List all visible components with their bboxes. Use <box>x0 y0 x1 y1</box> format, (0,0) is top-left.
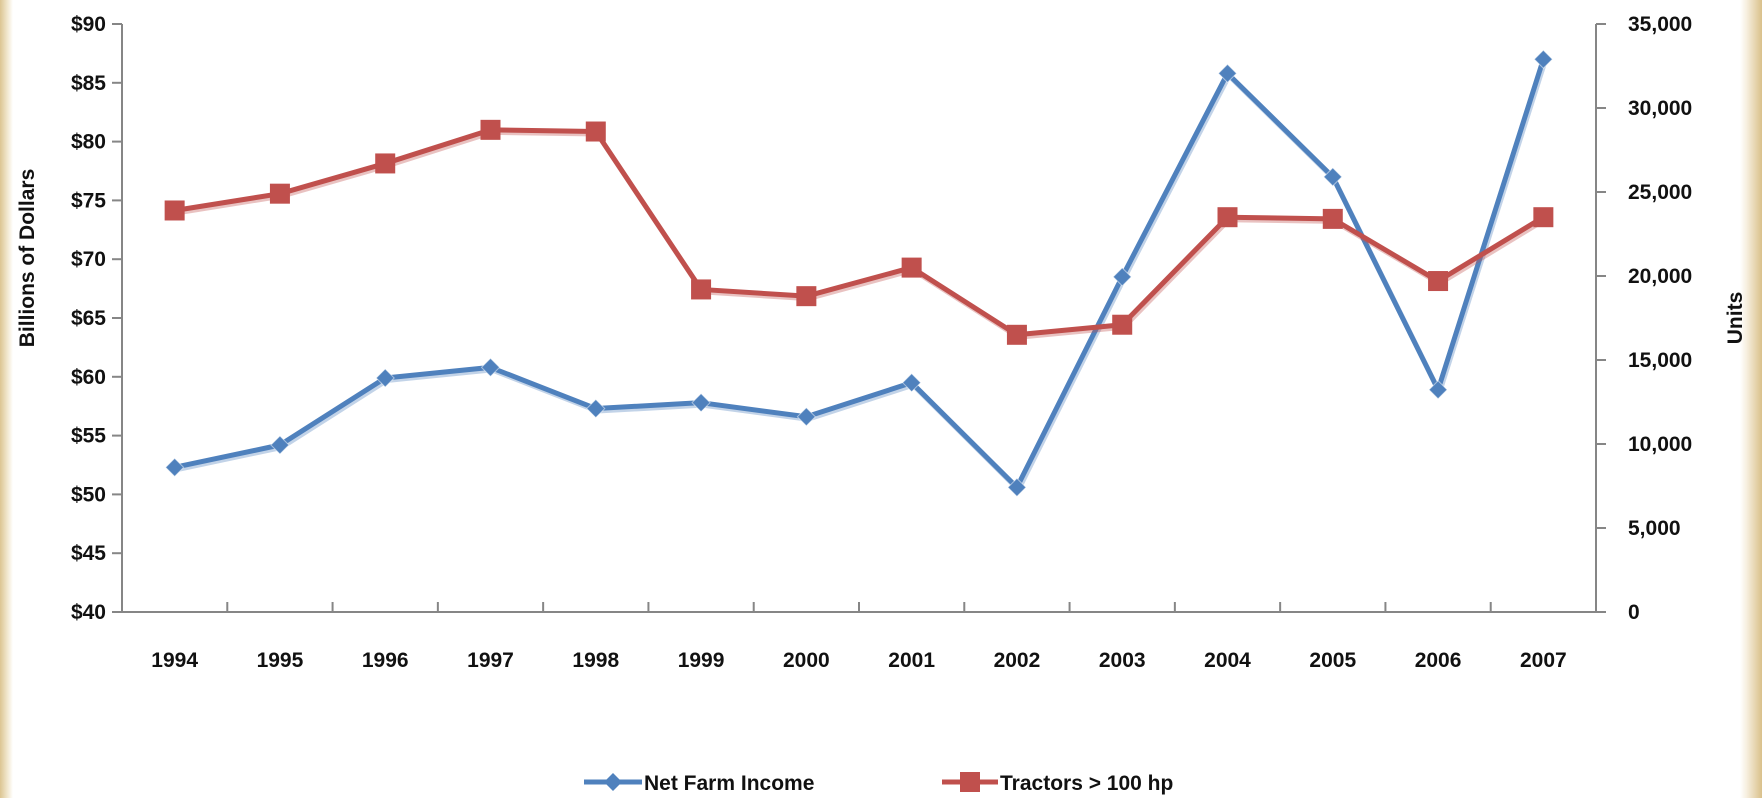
data-point-square <box>691 279 712 300</box>
series-layer <box>164 49 1554 498</box>
right-tick-label: 15,000 <box>1628 349 1692 372</box>
x-tick-label: 2002 <box>994 649 1041 672</box>
chart-axes: $90 $85 $80 $75 $70 $65 $60 $55 $50 $45 $40 35,000 3… <box>71 13 1692 672</box>
left-tick-label: $65 <box>71 307 106 330</box>
x-tick-label: 2006 <box>1415 649 1462 672</box>
data-point-square <box>585 121 606 142</box>
data-point-diamond <box>1112 267 1132 287</box>
series-line <box>174 58 1546 490</box>
right-tick-label: 10,000 <box>1628 433 1692 456</box>
left-tick-label: $70 <box>71 248 106 271</box>
data-point-square <box>164 200 185 221</box>
right-tick-label: 20,000 <box>1628 265 1692 288</box>
legend-item-tractors: Tractors > 100 hp <box>942 772 1173 795</box>
x-tick-label: 2001 <box>888 649 935 672</box>
data-point-diamond <box>164 457 185 478</box>
legend-label-net-farm-income: Net Farm Income <box>644 772 814 795</box>
data-point-square <box>1322 208 1343 229</box>
right-tick-label: 25,000 <box>1628 181 1692 204</box>
data-point-square <box>1006 324 1027 345</box>
x-tick-label: 1999 <box>678 649 725 672</box>
legend: Net Farm Income Tractors > 100 hp <box>584 772 1173 795</box>
left-tick-label: $50 <box>71 483 106 506</box>
legend-square-marker-icon <box>960 772 980 792</box>
data-point-square <box>375 153 396 174</box>
data-point-diamond <box>375 368 395 388</box>
data-point-square <box>480 119 501 140</box>
data-point-diamond <box>1428 380 1448 400</box>
data-point-square <box>1112 314 1133 335</box>
x-tick-label: 1997 <box>467 649 514 672</box>
right-tick-label: 5,000 <box>1628 517 1681 540</box>
data-point-square <box>1217 207 1238 228</box>
data-point-diamond <box>1007 477 1027 498</box>
left-tick-label: $60 <box>71 366 106 389</box>
right-axis-title: Units <box>1724 292 1747 345</box>
data-point-diamond <box>270 435 290 455</box>
left-tick-label: $45 <box>71 542 106 565</box>
legend-item-net-farm-income: Net Farm Income <box>584 772 814 795</box>
series-line <box>174 127 1545 338</box>
x-tick-label: 1994 <box>151 649 198 672</box>
data-point-diamond <box>1533 49 1554 69</box>
data-point-diamond <box>480 357 501 378</box>
left-tick-label: $90 <box>71 13 106 36</box>
left-tick-label: $40 <box>71 601 106 624</box>
series-net-farm-income <box>164 49 1554 498</box>
left-tick-label: $80 <box>71 131 106 154</box>
legend-label-tractors: Tractors > 100 hp <box>1000 772 1173 795</box>
data-point-diamond <box>901 372 922 393</box>
left-tick-label: $55 <box>71 425 106 448</box>
x-tick-label: 1998 <box>572 649 619 672</box>
series-line-shadow <box>175 61 1548 493</box>
left-tick-label: $75 <box>71 189 106 212</box>
right-tick-label: 30,000 <box>1628 97 1692 120</box>
data-point-square <box>269 183 290 204</box>
data-point-diamond <box>586 398 606 419</box>
x-tick-label: 2005 <box>1309 649 1356 672</box>
data-point-square <box>1533 207 1554 228</box>
left-tick-label: $85 <box>71 72 106 95</box>
x-tick-label: 1995 <box>257 649 304 672</box>
data-point-diamond <box>1323 167 1343 187</box>
x-tick-label: 1996 <box>362 649 409 672</box>
data-point-diamond <box>796 407 817 427</box>
data-point-square <box>1428 271 1449 292</box>
data-point-square <box>796 286 817 307</box>
legend-diamond-marker-icon <box>604 773 622 791</box>
right-tick-label: 35,000 <box>1628 13 1692 36</box>
data-point-diamond <box>691 392 711 413</box>
data-point-diamond <box>1217 63 1238 84</box>
data-point-square <box>901 257 922 278</box>
x-tick-label: 2000 <box>783 649 830 672</box>
x-tick-label: 2007 <box>1520 649 1567 672</box>
left-axis-title: Billions of Dollars <box>16 169 39 348</box>
x-tick-label: 2003 <box>1099 649 1146 672</box>
right-tick-label: 0 <box>1628 601 1640 624</box>
x-tick-label: 2004 <box>1204 649 1251 672</box>
series-tractors <box>164 119 1554 345</box>
